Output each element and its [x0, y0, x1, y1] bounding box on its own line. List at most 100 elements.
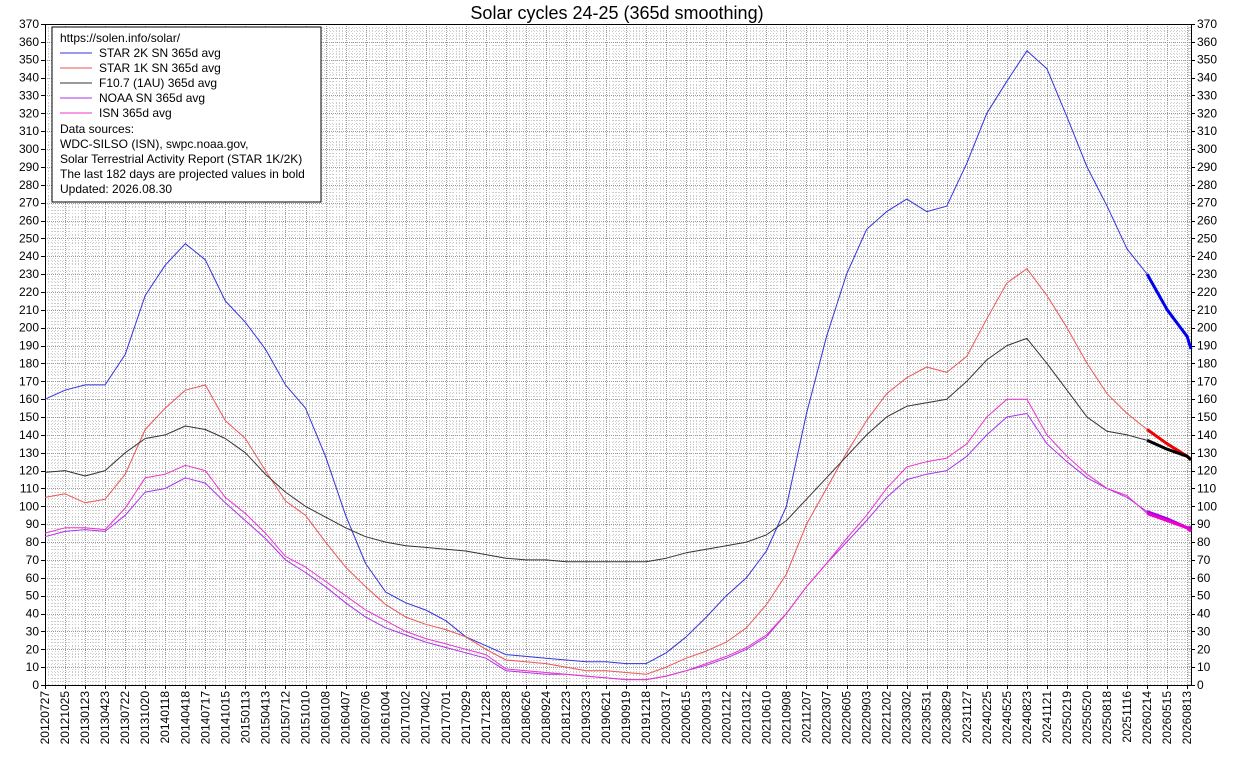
y-tick-label-left: 200 — [19, 321, 39, 335]
y-tick-label-right: 140 — [1197, 428, 1217, 442]
y-tick-label-left: 80 — [26, 535, 40, 549]
y-tick-label-right: 240 — [1197, 249, 1217, 263]
minor-grid — [45, 24, 1191, 685]
legend-header: https://solen.info/solar/ — [60, 31, 181, 45]
legend-note: Solar Terrestrial Activity Report (STAR … — [60, 152, 302, 166]
major-grid — [45, 24, 1191, 686]
x-tick-label: 20201212 — [719, 691, 733, 745]
y-tick-label-right: 230 — [1197, 267, 1217, 281]
y-tick-label-left: 150 — [19, 410, 39, 424]
x-tick-label: 20200913 — [699, 691, 713, 745]
legend-item-label: ISN 365d avg — [99, 106, 172, 120]
x-tick-label: 20220605 — [840, 691, 854, 745]
y-tick-label-right: 60 — [1197, 571, 1211, 585]
y-tick-label-left: 50 — [26, 589, 40, 603]
y-tick-label-right: 210 — [1197, 303, 1217, 317]
legend-note: Data sources: — [60, 122, 134, 136]
x-tick-label: 20160407 — [339, 691, 353, 745]
y-tick-label-left: 0 — [32, 678, 39, 692]
y-tick-label-left: 40 — [26, 607, 40, 621]
y-tick-label-right: 250 — [1197, 231, 1217, 245]
y-tick-label-right: 90 — [1197, 517, 1211, 531]
y-tick-label-left: 340 — [19, 71, 39, 85]
x-tick-label: 20141015 — [218, 691, 232, 745]
x-tick-label: 20150712 — [278, 691, 292, 745]
y-tick-label-right: 330 — [1197, 88, 1217, 102]
x-tick-label: 20260813 — [1180, 691, 1194, 745]
y-tick-label-right: 0 — [1197, 678, 1204, 692]
x-tick-label: 20210908 — [779, 691, 793, 745]
x-tick-label: 20130123 — [78, 691, 92, 745]
x-tick-label: 20210610 — [759, 691, 773, 745]
legend-note: Updated: 2026.08.30 — [60, 182, 172, 196]
x-tick-label: 20160108 — [319, 691, 333, 745]
x-tick-label: 20170102 — [399, 691, 413, 745]
series-layer — [44, 50, 1193, 681]
y-tick-label-right: 130 — [1197, 446, 1217, 460]
legend-item-label: F10.7 (1AU) 365d avg — [99, 76, 217, 90]
x-tick-label: 20180924 — [539, 691, 553, 745]
x-tick-label: 20130722 — [118, 691, 132, 745]
y-tick-label-right: 110 — [1197, 481, 1216, 495]
x-tick-label: 20180328 — [499, 691, 513, 745]
y-tick-label-right: 80 — [1197, 535, 1211, 549]
x-tick-label: 20231127 — [960, 691, 974, 744]
y-tick-label-right: 290 — [1197, 160, 1217, 174]
y-tick-label-left: 300 — [19, 142, 39, 156]
y-tick-label-right: 270 — [1197, 196, 1217, 210]
x-tick-label: 20180626 — [519, 691, 533, 745]
x-tick-label: 20251116 — [1120, 691, 1134, 743]
grid-layer — [45, 24, 1191, 686]
x-tick-label: 20190323 — [579, 691, 593, 745]
x-tick-label: 20230302 — [900, 691, 914, 745]
series-projection-4 — [1146, 512, 1193, 533]
x-tick-label: 20260214 — [1140, 691, 1154, 745]
x-tick-label: 20241121 — [1040, 691, 1054, 744]
y-tick-label-left: 70 — [26, 553, 40, 567]
legend-box — [51, 26, 322, 203]
x-tick-label: 20250520 — [1080, 691, 1094, 745]
x-tick-label: 20260515 — [1160, 691, 1174, 745]
y-tick-label-right: 10 — [1197, 660, 1211, 674]
legend-item-label: STAR 2K SN 365d avg — [99, 46, 221, 60]
y-tick-label-left: 330 — [19, 88, 39, 102]
x-tick-label: 20170701 — [439, 691, 453, 745]
y-tick-label-left: 270 — [19, 196, 39, 210]
y-tick-label-left: 360 — [19, 35, 39, 49]
y-tick-label-left: 210 — [19, 303, 39, 317]
y-tick-label-left: 250 — [19, 231, 39, 245]
x-tick-label: 20211207 — [799, 691, 813, 744]
y-tick-label-right: 260 — [1197, 214, 1217, 228]
x-tick-label: 20120727 — [38, 691, 52, 745]
y-tick-label-left: 230 — [19, 267, 39, 281]
x-tick-label: 20160706 — [359, 691, 373, 745]
y-tick-label-right: 360 — [1197, 35, 1217, 49]
legend-item-label: NOAA SN 365d avg — [99, 91, 205, 105]
series-projection-0 — [1145, 273, 1193, 350]
y-tick-label-right: 200 — [1197, 321, 1217, 335]
x-tick-label: 20170402 — [419, 691, 433, 745]
y-tick-label-right: 150 — [1197, 410, 1217, 424]
y-tick-label-right: 370 — [1197, 17, 1217, 31]
y-tick-label-left: 310 — [19, 124, 39, 138]
x-tick-label: 20250818 — [1100, 691, 1114, 745]
legend-notes: Data sources:WDC-SILSO (ISN), swpc.noaa.… — [60, 122, 305, 196]
y-tick-label-right: 190 — [1197, 339, 1217, 353]
x-tick-label: 20210312 — [739, 691, 753, 745]
y-tick-label-left: 90 — [26, 517, 40, 531]
x-tick-label: 20151010 — [299, 691, 313, 745]
x-tick-label: 20230531 — [920, 691, 934, 745]
y-tick-label-left: 190 — [19, 339, 39, 353]
x-tick-label: 20131020 — [138, 691, 152, 745]
y-tick-label-left: 170 — [19, 374, 39, 388]
y-tick-label-right: 350 — [1197, 53, 1217, 67]
y-tick-label-left: 30 — [26, 624, 40, 638]
x-tick-label: 20161004 — [379, 691, 393, 745]
y-tick-label-right: 220 — [1197, 285, 1217, 299]
chart-title: Solar cycles 24-25 (365d smoothing) — [470, 3, 763, 23]
y-tick-label-right: 170 — [1197, 374, 1217, 388]
y-tick-label-right: 160 — [1197, 392, 1217, 406]
y-tick-label-right: 180 — [1197, 356, 1217, 370]
x-tick-label: 20140418 — [178, 691, 192, 745]
